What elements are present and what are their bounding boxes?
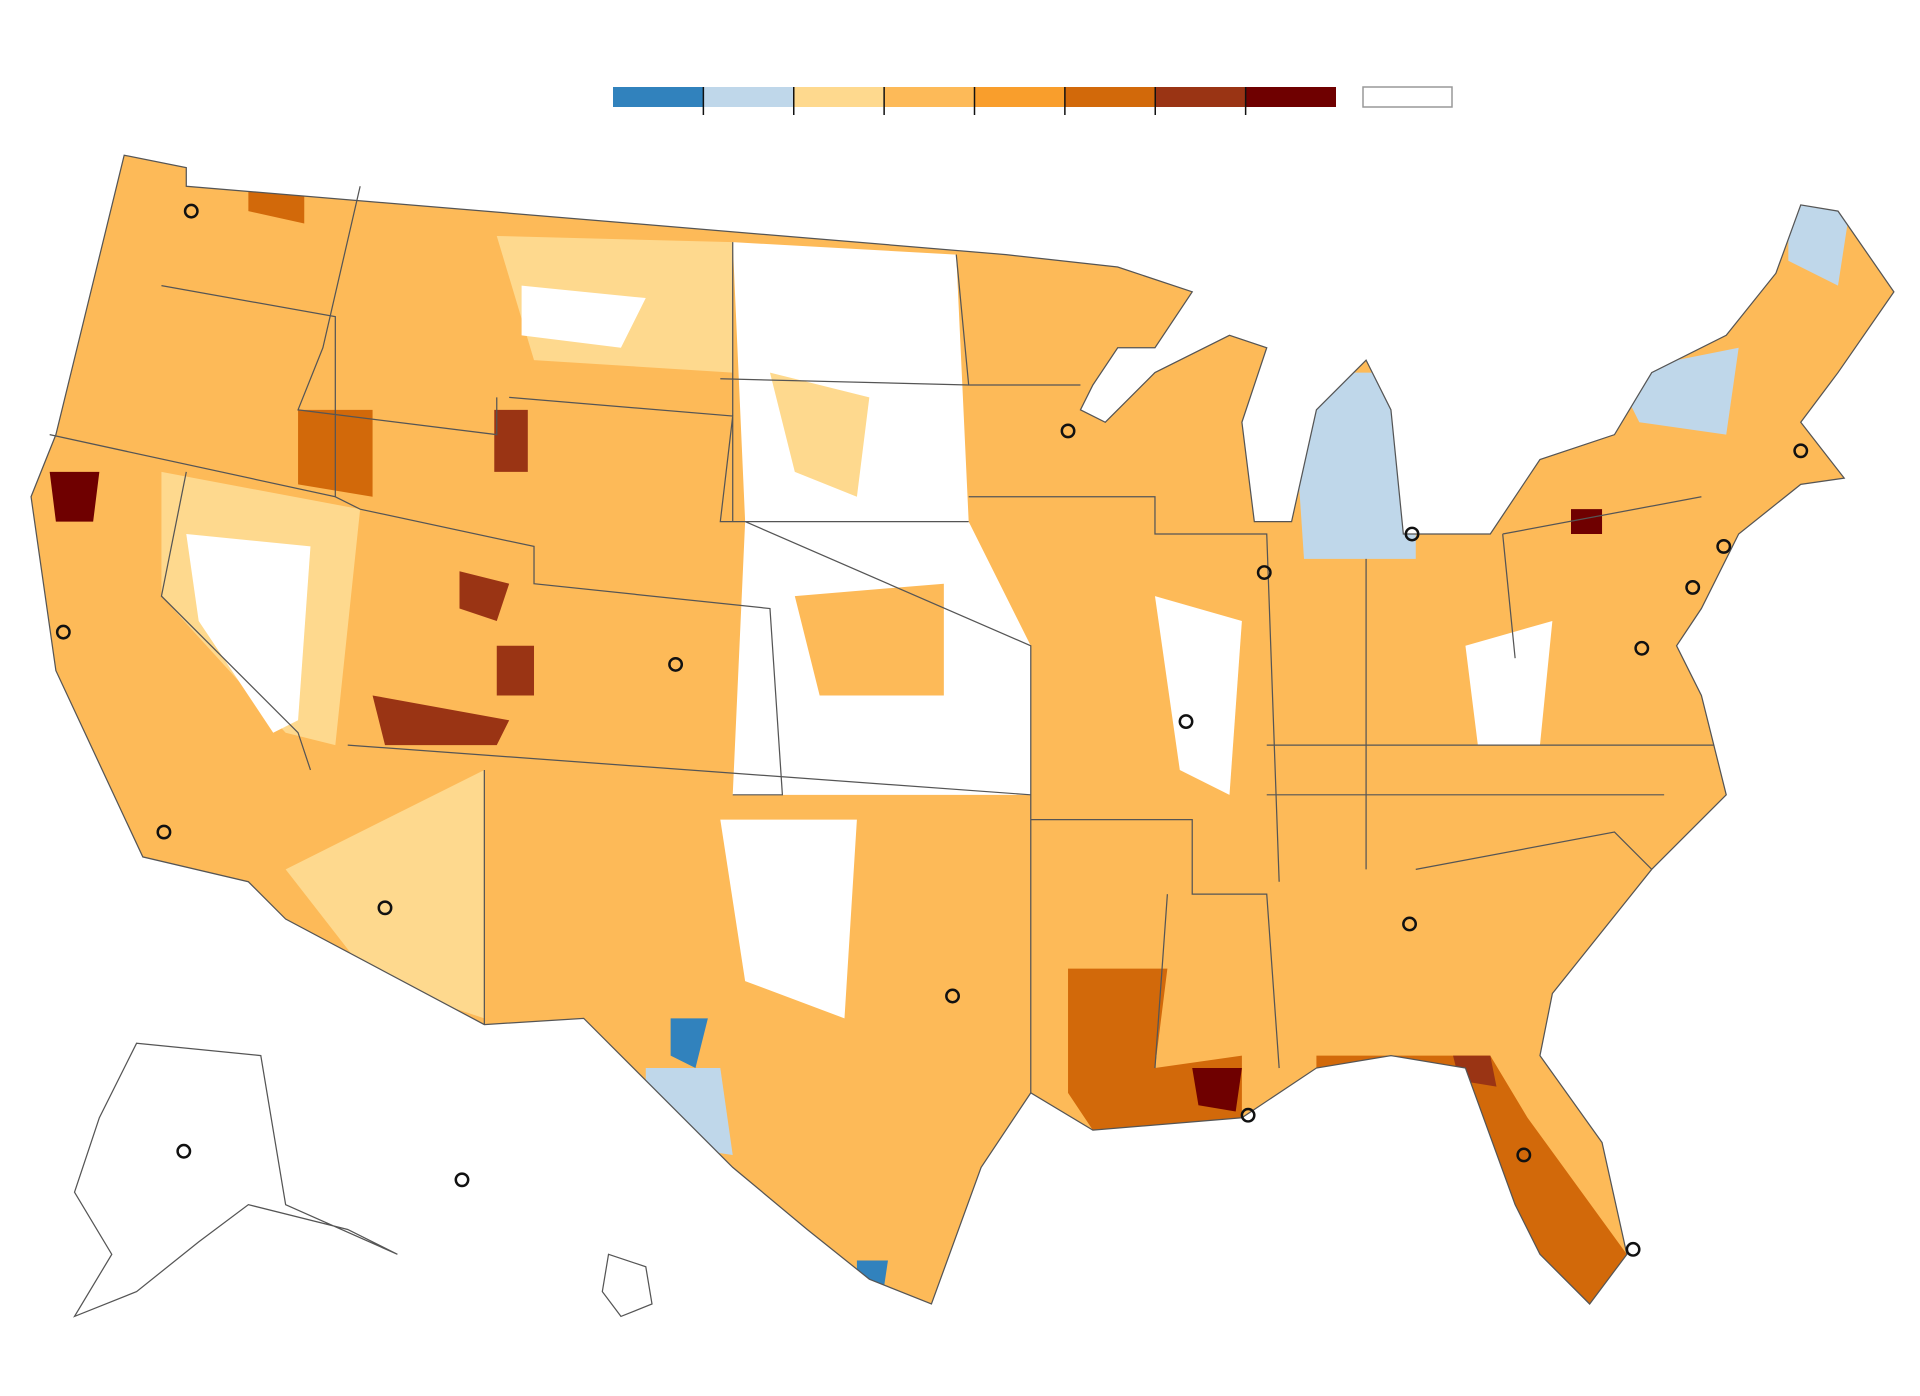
legend-swatch [884, 87, 975, 107]
city-marker [1634, 640, 1650, 656]
city-marker [1404, 526, 1420, 542]
cities [55, 203, 1809, 1257]
map-layer [30, 154, 1895, 1318]
legend-swatch [1245, 87, 1336, 107]
city-marker [1685, 579, 1701, 595]
city-marker [183, 203, 199, 219]
city-marker [1178, 714, 1194, 729]
city-marker [1625, 1241, 1641, 1257]
hawaii-outline [601, 1253, 653, 1318]
region-fill [1571, 509, 1603, 535]
city-marker [945, 988, 960, 1004]
no-data-area [521, 285, 646, 348]
city-marker [1060, 423, 1076, 439]
city-marker [1516, 1147, 1532, 1163]
no-data-area [1154, 596, 1242, 795]
legend-swatch [793, 87, 885, 107]
region-fill [769, 372, 870, 497]
city-marker [377, 900, 393, 916]
region-fill [645, 1068, 733, 1155]
city-marker [1256, 565, 1272, 580]
city-marker [1793, 443, 1809, 459]
region-fill [794, 583, 944, 696]
region-fill [49, 471, 100, 522]
region-fill [1453, 1055, 1497, 1087]
region-fill [285, 769, 485, 1019]
city-marker [1240, 1107, 1256, 1123]
legend-no-data-swatch [1362, 86, 1453, 108]
legend-swatch [1155, 87, 1246, 107]
legend [613, 86, 1453, 115]
legend-swatch [1064, 87, 1156, 107]
no-data-area [1465, 620, 1553, 746]
region-fill [494, 409, 528, 472]
legend-swatch [703, 87, 794, 107]
region-fill [459, 571, 510, 621]
city-marker [55, 624, 71, 640]
city-marker [454, 1172, 470, 1188]
city-marker [176, 1143, 192, 1159]
legend-swatch [974, 87, 1065, 107]
region-fill [1788, 204, 1851, 286]
city-marker [1716, 538, 1732, 554]
region-fill [496, 645, 535, 696]
city-marker [668, 656, 684, 672]
alaska-outline [73, 1042, 398, 1318]
region-fill [670, 1018, 708, 1069]
legend-swatch [613, 87, 704, 107]
region-fill [372, 695, 510, 746]
no-data-area [186, 534, 311, 733]
state-borders [30, 154, 1895, 1318]
city-marker [156, 824, 172, 840]
city-marker [1402, 916, 1418, 932]
no-data-area [720, 819, 857, 1019]
region-fill [1291, 372, 1416, 559]
region-fill [1316, 1055, 1627, 1304]
region-fill [1192, 1068, 1242, 1112]
